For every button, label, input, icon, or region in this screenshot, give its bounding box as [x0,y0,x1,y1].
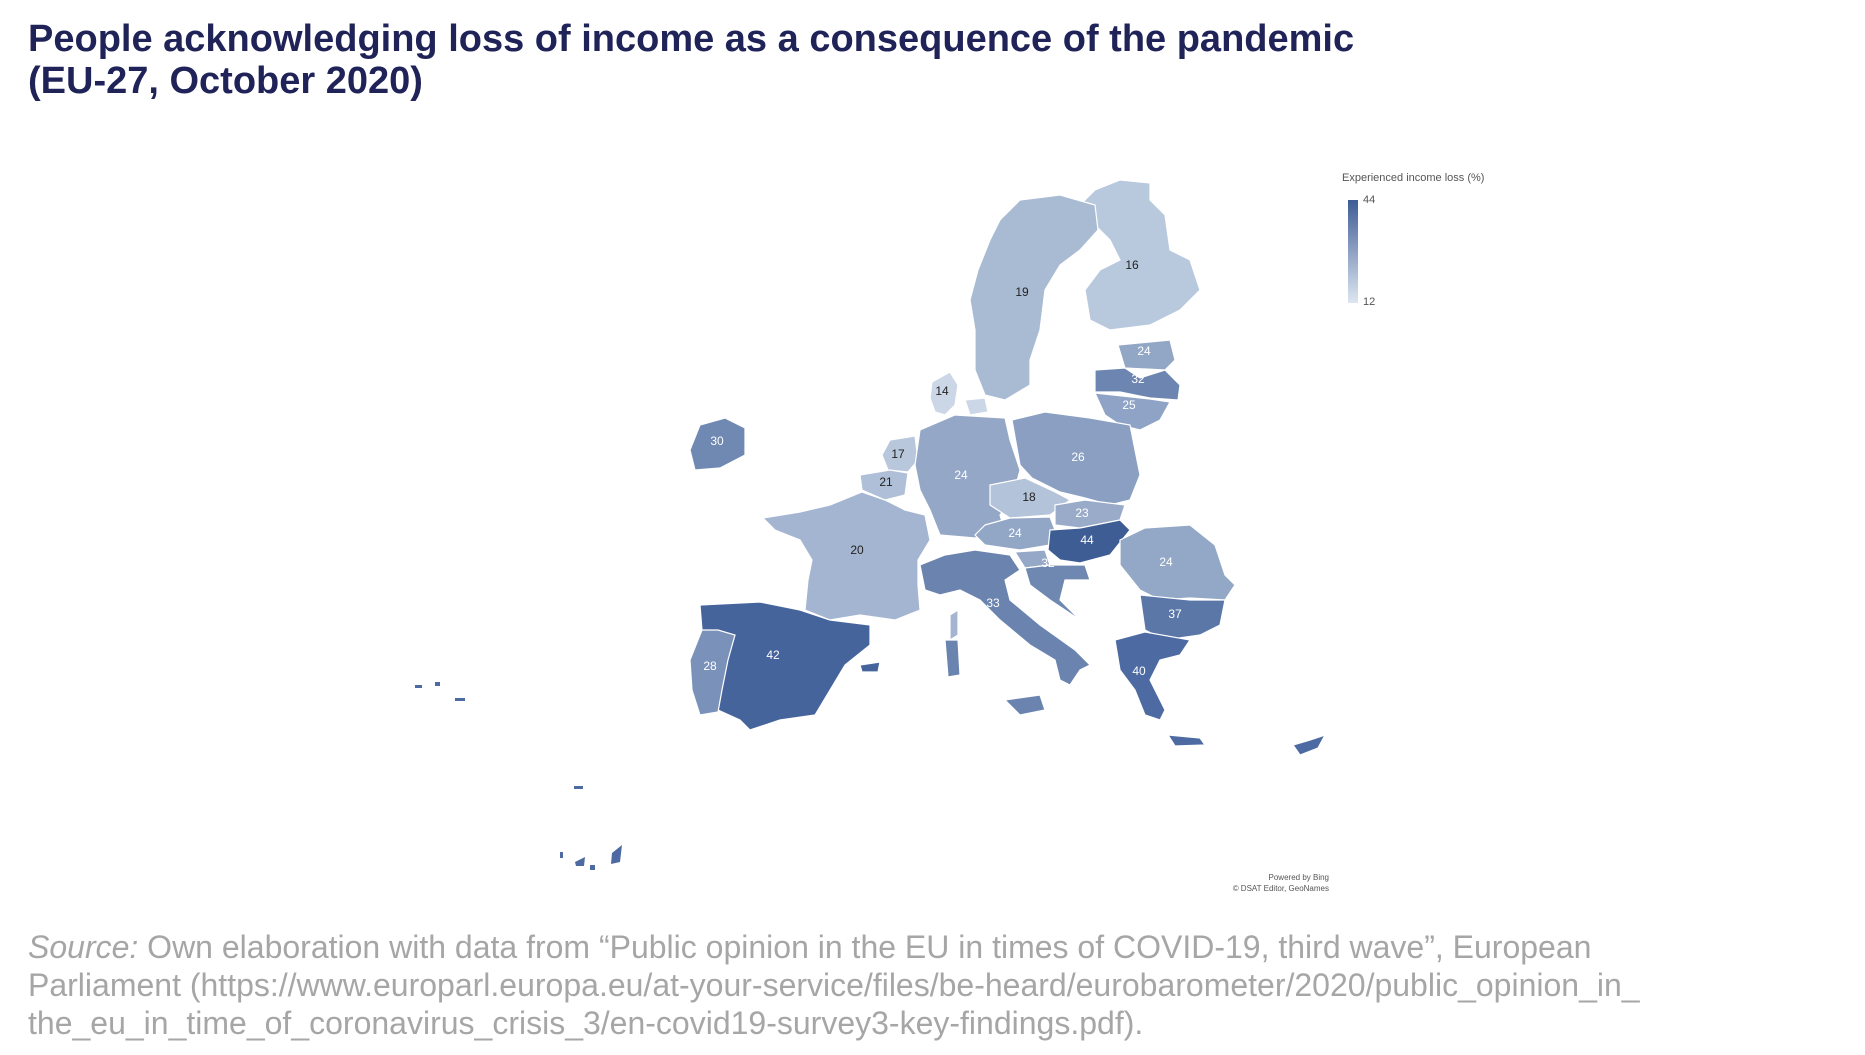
map-credit-bing: Powered by Bing [1268,873,1329,882]
region-poland[interactable] [1011,411,1141,506]
label-spain: 42 [766,648,780,662]
source-line-2: Parliament (https://www.europarl.europa.… [28,967,1640,1003]
region-sweden[interactable] [969,194,1099,401]
source-text-1: Own elaboration with data from “Public o… [138,929,1592,965]
source-line-3: the_eu_in_time_of_coronavirus_crisis_3/e… [28,1005,1144,1041]
region-greece[interactable] [1114,631,1207,747]
legend-title: Experienced income loss (%) [1342,172,1485,184]
region-france[interactable] [761,491,959,642]
label-bulgaria: 37 [1168,607,1182,621]
region-islands [415,682,622,870]
title-line-1: People acknowledging loss of income as a… [28,18,1355,60]
region-bulgaria[interactable] [1139,594,1226,641]
label-lithuania: 25 [1122,398,1136,412]
source-label: Source: [28,929,139,965]
region-romania[interactable] [1119,524,1236,601]
legend-max-value: 44 [1363,194,1376,206]
region-denmark[interactable] [929,371,989,416]
label-hungary: 44 [1080,533,1094,547]
region-portugal[interactable] [689,629,736,716]
label-ireland: 30 [710,434,724,448]
label-slovakia: 23 [1075,506,1089,520]
region-italy[interactable] [919,549,1092,716]
label-denmark: 14 [935,384,949,398]
region-belgium[interactable] [859,469,909,501]
source-line-1: Source: Own elaboration with data from “… [28,928,1858,966]
title-line-2: (EU-27, October 2020) [28,60,423,102]
label-finland: 16 [1125,258,1139,272]
label-estonia: 24 [1137,344,1151,358]
region-ireland[interactable] [689,417,746,471]
label-sweden: 19 [1015,285,1029,299]
region-hungary[interactable] [1047,519,1131,564]
label-poland: 26 [1071,450,1085,464]
label-italy: 33 [986,596,1000,610]
label-netherlands: 17 [891,447,905,461]
region-spain[interactable] [699,601,881,731]
label-belgium: 21 [879,475,893,489]
chart-title: People acknowledging loss of income as a… [28,18,1354,102]
region-estonia[interactable] [1117,339,1176,371]
region-latvia[interactable] [1094,367,1181,401]
source-note: Source: Own elaboration with data from “… [28,928,1858,1042]
region-cyprus[interactable] [1292,733,1327,756]
map-credit-geonames: © DSAT Editor, GeoNames [1232,884,1329,893]
label-portugal: 28 [703,659,717,673]
label-croatia: 32 [1041,556,1055,570]
legend-min-value: 12 [1363,296,1376,308]
label-greece: 40 [1132,664,1146,678]
label-austria: 24 [1008,526,1022,540]
label-czechia: 18 [1022,490,1036,504]
label-germany: 24 [954,468,968,482]
legend-color-bar [1348,200,1358,303]
label-latvia: 32 [1131,372,1145,386]
region-croatia[interactable] [1024,564,1091,621]
region-lithuania[interactable] [1094,392,1171,431]
label-romania: 24 [1159,555,1173,569]
region-finland[interactable] [1079,179,1201,331]
label-france: 20 [850,543,864,557]
region-netherlands[interactable] [881,435,919,473]
